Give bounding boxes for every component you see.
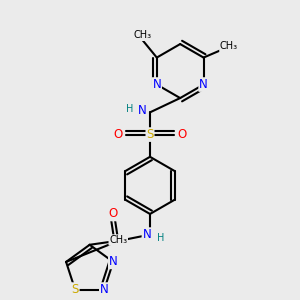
Text: CH₃: CH₃ [109, 235, 127, 245]
Text: S: S [146, 128, 154, 141]
Text: N: N [142, 228, 151, 241]
Text: CH₃: CH₃ [220, 41, 238, 51]
Text: S: S [71, 283, 79, 296]
Text: O: O [109, 208, 118, 220]
Text: CH₃: CH₃ [134, 30, 152, 40]
Text: H: H [126, 104, 133, 114]
Text: H: H [158, 233, 165, 243]
Text: O: O [114, 128, 123, 141]
Text: N: N [109, 255, 118, 268]
Text: O: O [177, 128, 186, 141]
Text: N: N [138, 104, 146, 117]
Text: N: N [152, 78, 161, 91]
Text: N: N [100, 283, 109, 296]
Text: N: N [199, 78, 208, 91]
